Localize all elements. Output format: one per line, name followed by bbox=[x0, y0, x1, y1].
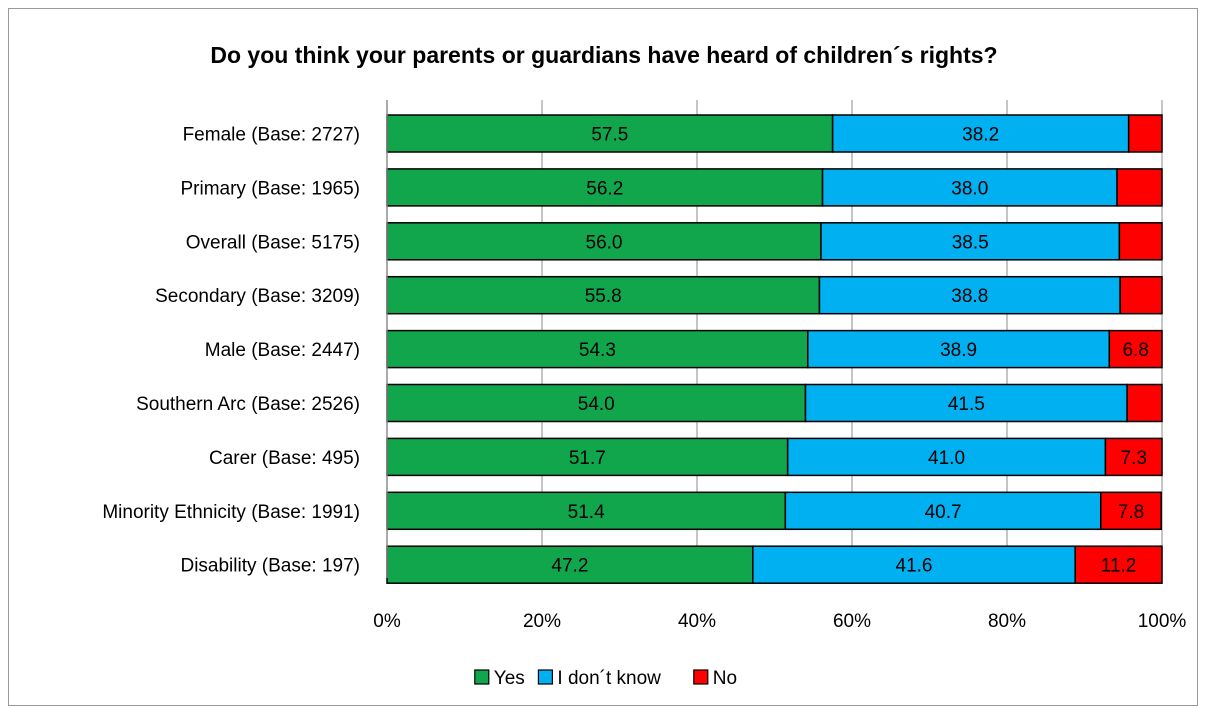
data-label: 55.8 bbox=[585, 286, 622, 307]
bar-segment-yes bbox=[386, 275, 821, 315]
legend-swatch bbox=[693, 669, 709, 685]
x-tick-label: 60% bbox=[833, 611, 871, 632]
bars: 57.5 38.2 56.2 38.0 56.0 38.5 55.8 38.8 54.3 38.9… bbox=[386, 114, 1163, 584]
legend-swatch bbox=[537, 669, 554, 685]
data-label: 41.5 bbox=[948, 394, 985, 415]
data-label: 56.2 bbox=[586, 178, 623, 199]
chart-title: Do you think your parents or guardians h… bbox=[210, 42, 998, 68]
data-label: 57.5 bbox=[591, 125, 628, 146]
data-label: 38.5 bbox=[952, 232, 989, 253]
bar-segment-no bbox=[1119, 275, 1163, 315]
bar-segment-no bbox=[1127, 114, 1163, 153]
data-label: 7.3 bbox=[1121, 448, 1147, 469]
data-label: 41.6 bbox=[896, 556, 933, 577]
category-label: Primary (Base: 1965) bbox=[180, 178, 360, 199]
bar-segment-no bbox=[1074, 545, 1163, 584]
bar-segment-yes bbox=[386, 222, 822, 261]
data-label: 41.0 bbox=[928, 448, 965, 469]
bar-segment-yes bbox=[386, 168, 824, 207]
data-label: 54.0 bbox=[578, 394, 615, 415]
bar-segment-yes bbox=[386, 437, 789, 477]
axes: 0% 20% 40% 60% 80% 100% Female (Base: 2727) Pri… bbox=[102, 100, 1186, 632]
bar-segment-i-don-t-know bbox=[820, 222, 1121, 261]
bar-segment-i-don-t-know bbox=[752, 545, 1076, 584]
bar-segment-i-don-t-know bbox=[786, 437, 1107, 477]
bar-segment-i-don-t-know bbox=[784, 491, 1102, 531]
legend-label: No bbox=[713, 668, 737, 689]
category-label: Disability (Base: 197) bbox=[180, 556, 360, 577]
bar-segment-no bbox=[1126, 383, 1163, 423]
data-label: 38.2 bbox=[962, 125, 999, 146]
x-tick-label: 40% bbox=[678, 611, 716, 632]
category-label: Carer (Base: 495) bbox=[209, 448, 360, 469]
data-label: 51.4 bbox=[568, 502, 605, 523]
bar-segment-no bbox=[1118, 222, 1163, 261]
data-label: 38.9 bbox=[940, 340, 977, 361]
x-tick-label: 0% bbox=[373, 611, 401, 632]
bar-segment-no bbox=[1104, 437, 1163, 477]
category-label: Secondary (Base: 3209) bbox=[155, 286, 360, 307]
data-label: 38.0 bbox=[951, 178, 988, 199]
bar-segment-i-don-t-know bbox=[818, 275, 1121, 315]
data-label: 40.7 bbox=[925, 502, 962, 523]
category-label: Male (Base: 2447) bbox=[205, 340, 360, 361]
bar-segment-yes bbox=[386, 491, 787, 531]
data-label: 6.8 bbox=[1122, 340, 1148, 361]
category-label: Female (Base: 2727) bbox=[183, 125, 360, 146]
data-label: 38.8 bbox=[951, 286, 988, 307]
category-label: Southern Arc (Base: 2526) bbox=[136, 394, 360, 415]
legend-label: Yes bbox=[494, 668, 525, 689]
x-tick-label: 100% bbox=[1138, 611, 1187, 632]
legend-swatch bbox=[474, 669, 490, 685]
bar-segment-yes bbox=[386, 545, 754, 584]
category-label: Minority Ethnicity (Base: 1991) bbox=[102, 502, 360, 523]
data-label: 51.7 bbox=[569, 448, 606, 469]
data-label: 11.2 bbox=[1101, 556, 1137, 577]
bar-segment-no bbox=[1100, 491, 1162, 531]
bar-segment-i-don-t-know bbox=[821, 168, 1118, 207]
data-label: 56.0 bbox=[586, 232, 623, 253]
x-tick-label: 80% bbox=[988, 611, 1026, 632]
data-label: 54.3 bbox=[579, 340, 616, 361]
category-label: Overall (Base: 5175) bbox=[186, 232, 360, 253]
bar-segment-no bbox=[1116, 168, 1163, 207]
legend: Yes I don´t know No bbox=[474, 668, 737, 689]
bar-segment-i-don-t-know bbox=[831, 114, 1130, 153]
legend-label: I don´t know bbox=[557, 668, 661, 689]
bar-segment-yes bbox=[386, 329, 809, 369]
x-tick-label: 20% bbox=[523, 611, 561, 632]
bar-segment-i-don-t-know bbox=[807, 329, 1111, 369]
data-label: 7.8 bbox=[1118, 502, 1144, 523]
bar-segment-no bbox=[1108, 329, 1163, 369]
data-label: 47.2 bbox=[551, 556, 588, 577]
